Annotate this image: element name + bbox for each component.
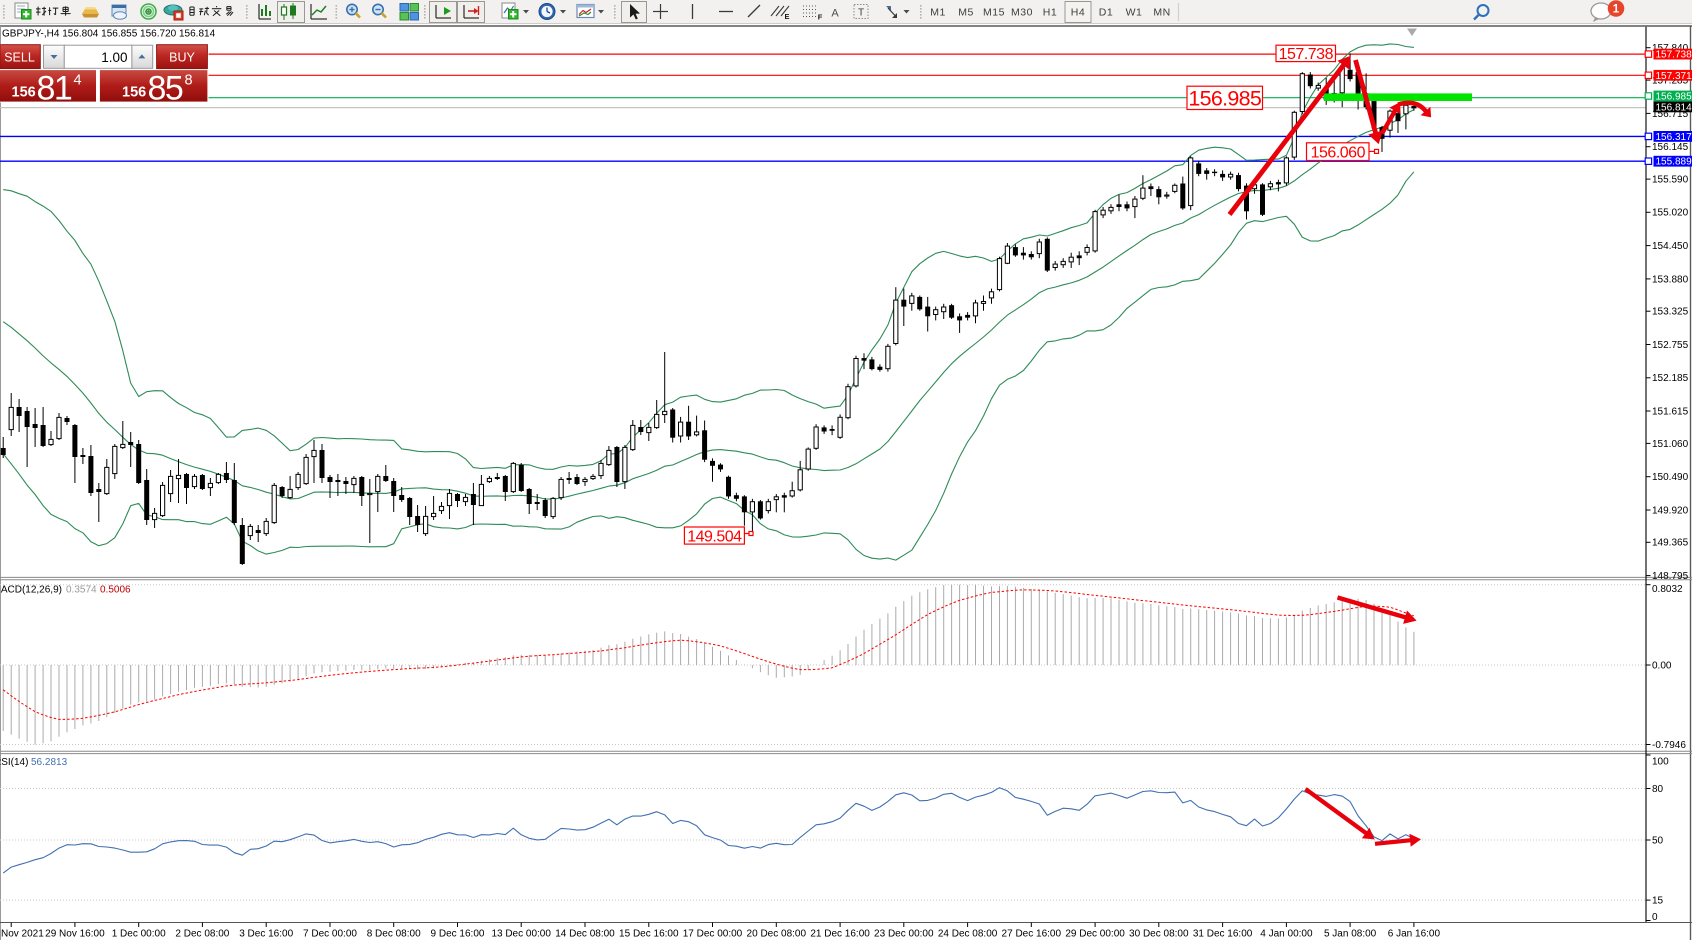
- svg-text:T: T: [858, 8, 864, 19]
- svg-text:149.365: 149.365: [1652, 538, 1689, 549]
- svg-text:155.590: 155.590: [1652, 175, 1689, 186]
- svg-text:8 Dec 08:00: 8 Dec 08:00: [367, 929, 421, 940]
- svg-text:M5: M5: [958, 7, 974, 19]
- svg-text:1 Dec 00:00: 1 Dec 00:00: [112, 929, 166, 940]
- svg-text:100: 100: [1652, 756, 1669, 767]
- svg-text:GBPJPY-,H4 156.804 156.855 15: GBPJPY-,H4 156.804 156.855 156.720 156.8…: [2, 29, 216, 40]
- svg-text:151.615: 151.615: [1652, 406, 1689, 417]
- svg-text:149.920: 149.920: [1652, 505, 1689, 516]
- svg-text:0.3574: 0.3574: [66, 584, 97, 595]
- svg-text:85: 85: [148, 69, 183, 107]
- svg-text:1: 1: [1613, 4, 1620, 16]
- svg-text:BUY: BUY: [169, 51, 195, 65]
- svg-text:0.00: 0.00: [1652, 660, 1672, 671]
- svg-text:21 Dec 16:00: 21 Dec 16:00: [810, 929, 870, 940]
- svg-text:56.2813: 56.2813: [31, 757, 68, 768]
- svg-text:H4: H4: [1071, 7, 1085, 19]
- svg-text:157.738: 157.738: [1656, 50, 1692, 61]
- svg-text:8: 8: [185, 73, 193, 89]
- svg-text:30 Dec 08:00: 30 Dec 08:00: [1129, 929, 1189, 940]
- svg-text:157.840: 157.840: [1652, 43, 1689, 54]
- svg-text:150.490: 150.490: [1652, 472, 1689, 483]
- svg-text:6 Jan 16:00: 6 Jan 16:00: [1388, 929, 1441, 940]
- svg-text:3 Dec 16:00: 3 Dec 16:00: [239, 929, 293, 940]
- svg-text:156.317: 156.317: [1656, 132, 1692, 143]
- svg-text:A: A: [831, 8, 839, 20]
- svg-text:156.985: 156.985: [1656, 92, 1692, 103]
- svg-text:156.715: 156.715: [1652, 109, 1689, 120]
- svg-text:RSI(14): RSI(14): [0, 757, 28, 768]
- svg-text:152.185: 152.185: [1652, 373, 1689, 384]
- svg-text:5 Jan 08:00: 5 Jan 08:00: [1324, 929, 1377, 940]
- svg-text:27 Dec 16:00: 27 Dec 16:00: [1002, 929, 1062, 940]
- svg-text:2 Dec 08:00: 2 Dec 08:00: [175, 929, 229, 940]
- svg-text:M15: M15: [983, 7, 1005, 19]
- svg-text:155.020: 155.020: [1652, 208, 1689, 219]
- svg-text:153.325: 153.325: [1652, 307, 1689, 318]
- svg-text:-0.7946: -0.7946: [1652, 740, 1686, 751]
- svg-text:7 Dec 00:00: 7 Dec 00:00: [303, 929, 357, 940]
- svg-text:156: 156: [12, 84, 36, 100]
- svg-text:15: 15: [1652, 896, 1664, 907]
- svg-text:157.371: 157.371: [1656, 71, 1692, 82]
- svg-text:31 Dec 16:00: 31 Dec 16:00: [1193, 929, 1253, 940]
- svg-text:149.504: 149.504: [687, 528, 742, 545]
- svg-text:156.985: 156.985: [1188, 87, 1262, 111]
- svg-text:24 Dec 08:00: 24 Dec 08:00: [938, 929, 998, 940]
- svg-text:155.889: 155.889: [1656, 157, 1692, 168]
- svg-text:0.8032: 0.8032: [1652, 584, 1683, 595]
- svg-text:80: 80: [1652, 784, 1664, 795]
- svg-text:Nov 2021: Nov 2021: [1, 929, 44, 940]
- svg-text:156.145: 156.145: [1652, 142, 1689, 153]
- svg-text:H1: H1: [1043, 7, 1057, 19]
- svg-text:81: 81: [37, 69, 72, 107]
- svg-text:29 Nov 16:00: 29 Nov 16:00: [45, 929, 105, 940]
- svg-text:D1: D1: [1099, 7, 1113, 19]
- svg-text:MACD(12,26,9): MACD(12,26,9): [0, 584, 62, 595]
- svg-text:E: E: [784, 12, 789, 21]
- svg-text:157.738: 157.738: [1279, 46, 1334, 63]
- svg-text:M1: M1: [930, 7, 946, 19]
- svg-text:M30: M30: [1011, 7, 1033, 19]
- svg-text:20 Dec 08:00: 20 Dec 08:00: [747, 929, 807, 940]
- svg-text:SELL: SELL: [4, 51, 35, 65]
- svg-text:156.060: 156.060: [1311, 144, 1366, 161]
- svg-text:4: 4: [74, 73, 82, 89]
- svg-text:15 Dec 16:00: 15 Dec 16:00: [619, 929, 679, 940]
- svg-text:9 Dec 16:00: 9 Dec 16:00: [431, 929, 485, 940]
- svg-text:156.814: 156.814: [1656, 102, 1692, 113]
- svg-text:151.060: 151.060: [1652, 439, 1689, 450]
- svg-text:152.755: 152.755: [1652, 340, 1689, 351]
- svg-text:13 Dec 00:00: 13 Dec 00:00: [491, 929, 551, 940]
- svg-text:0.5006: 0.5006: [100, 584, 131, 595]
- svg-text:0: 0: [1652, 912, 1658, 923]
- svg-text:F: F: [818, 13, 823, 22]
- svg-text:50: 50: [1652, 835, 1664, 846]
- svg-text:29 Dec 00:00: 29 Dec 00:00: [1065, 929, 1125, 940]
- svg-text:MN: MN: [1153, 7, 1170, 19]
- svg-text:154.450: 154.450: [1652, 241, 1689, 252]
- svg-text:17 Dec 00:00: 17 Dec 00:00: [683, 929, 743, 940]
- svg-text:14 Dec 08:00: 14 Dec 08:00: [555, 929, 615, 940]
- svg-text:4 Jan 00:00: 4 Jan 00:00: [1260, 929, 1313, 940]
- svg-text:153.880: 153.880: [1652, 274, 1689, 285]
- svg-text:156: 156: [122, 84, 146, 100]
- svg-text:1.00: 1.00: [101, 50, 127, 65]
- svg-text:23 Dec 00:00: 23 Dec 00:00: [874, 929, 934, 940]
- svg-text:W1: W1: [1126, 7, 1143, 19]
- svg-text:157.285: 157.285: [1652, 76, 1689, 87]
- svg-text:148.795: 148.795: [1652, 571, 1689, 582]
